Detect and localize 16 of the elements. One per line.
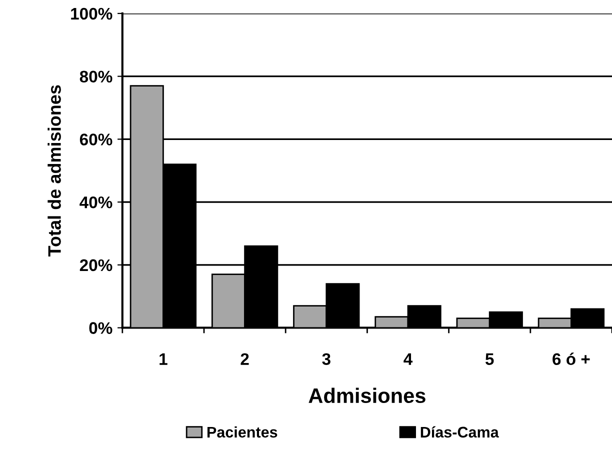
y-tick-label: 80% bbox=[80, 70, 112, 83]
y-tick-label: 60% bbox=[80, 134, 112, 146]
legend-label: Días-Cama bbox=[420, 426, 499, 438]
x-axis-title: Admisiones bbox=[308, 388, 426, 404]
x-tick-label: 4 bbox=[404, 353, 413, 365]
y-tick-label: 100% bbox=[71, 8, 112, 20]
x-tick-label: 6 ó + bbox=[552, 352, 590, 366]
y-tick-label: 0% bbox=[89, 322, 112, 334]
legend-label: Pacientes bbox=[207, 426, 278, 438]
y-tick-label: 20% bbox=[80, 259, 112, 272]
x-tick-label: 1 bbox=[160, 353, 168, 365]
x-tick-label: 3 bbox=[322, 353, 330, 366]
y-tick-label: 40% bbox=[80, 196, 112, 208]
x-tick-label: 5 bbox=[485, 353, 494, 366]
x-tick-label: 2 bbox=[240, 353, 249, 365]
y-axis-title: Total de admisiones bbox=[48, 85, 61, 257]
